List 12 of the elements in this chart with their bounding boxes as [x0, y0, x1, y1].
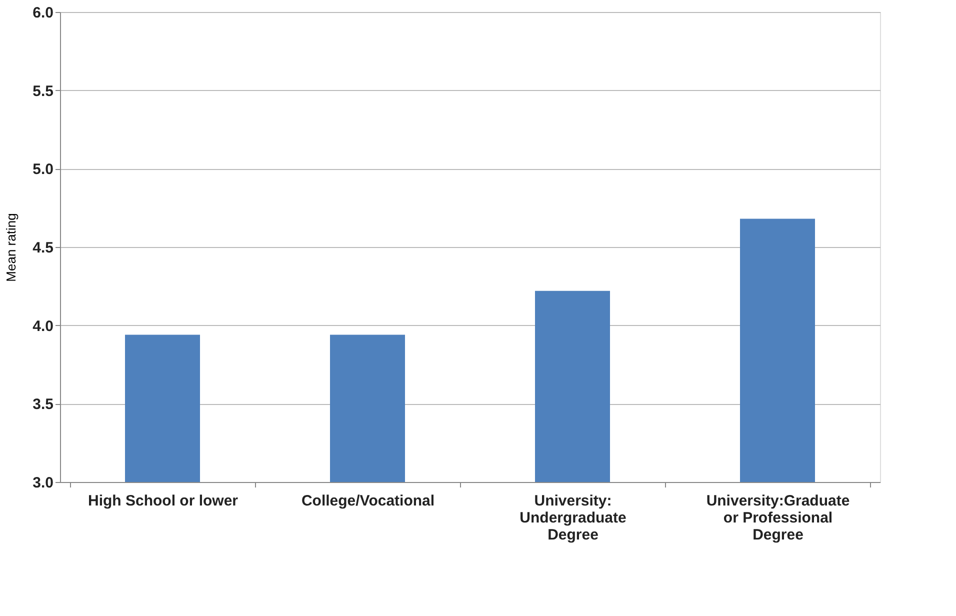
x-tick-label: University: Undergraduate Degree	[520, 492, 626, 544]
y-tick-label: 6.0	[32, 4, 54, 22]
y-tick-label: 4.5	[32, 240, 54, 256]
x-tick-label: University:Graduate or Professional Degree	[706, 492, 850, 544]
x-tick-label: High School or lower	[88, 492, 238, 510]
y-tick-label: 5.0	[32, 161, 54, 178]
y-axis-title: Mean rating	[4, 213, 19, 282]
y-tick-label: 3.0	[32, 474, 54, 492]
y-tick-label: 5.5	[32, 82, 54, 100]
y-tick-label: 4.0	[32, 318, 54, 335]
y-tick-label: 3.5	[32, 396, 54, 414]
x-tick-label: College/Vocational	[301, 492, 435, 510]
